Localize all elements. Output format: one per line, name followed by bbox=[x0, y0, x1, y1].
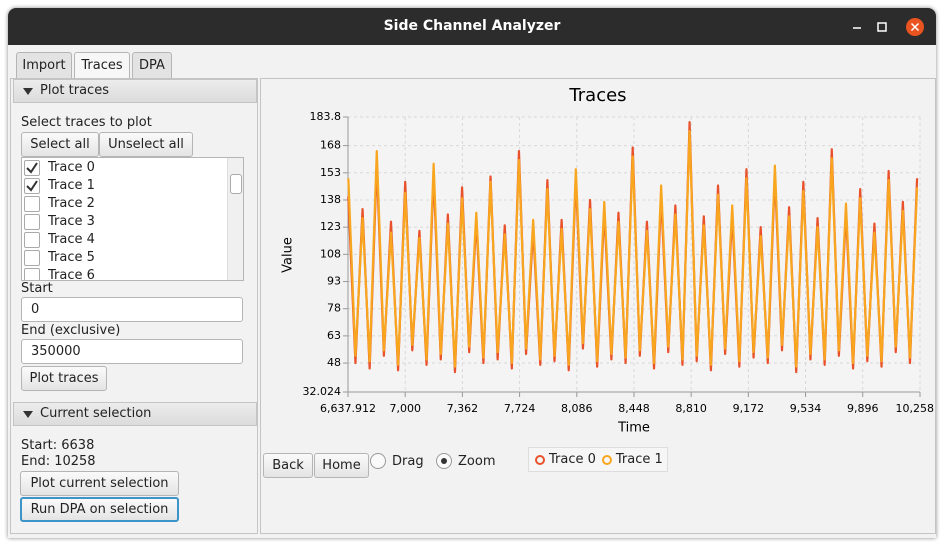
list-item[interactable]: Trace 0 bbox=[24, 159, 224, 177]
chart: Traces Time Value 32.024 48 63 78 93 108 123 13… bbox=[281, 85, 935, 436]
y-tick-label: 183.8 bbox=[310, 110, 342, 123]
y-tick-label: 138 bbox=[320, 193, 341, 206]
title-bar: Side Channel Analyzer bbox=[8, 8, 936, 45]
chart-title: Traces bbox=[568, 85, 626, 106]
legend-item: Trace 0 bbox=[535, 448, 596, 471]
scroll-thumb[interactable] bbox=[230, 174, 242, 194]
x-tick-label: 6,637.912 bbox=[320, 402, 376, 415]
radio-circle bbox=[436, 453, 452, 469]
y-tick-label: 123 bbox=[320, 220, 341, 233]
y-tick-label: 153 bbox=[320, 166, 341, 179]
y-tick-label: 78 bbox=[327, 302, 341, 315]
checkbox[interactable] bbox=[24, 178, 40, 194]
list-item[interactable]: Trace 2 bbox=[24, 195, 224, 213]
button[interactable]: Home bbox=[314, 453, 369, 478]
tab[interactable]: Traces bbox=[74, 52, 130, 78]
list-item[interactable]: Trace 4 bbox=[24, 231, 224, 249]
legend-label: Trace 0 bbox=[549, 452, 596, 467]
label: End: 10258 bbox=[21, 454, 96, 469]
list-item[interactable]: Trace 5 bbox=[24, 249, 224, 267]
y-tick-label: 63 bbox=[327, 329, 341, 342]
y-tick-label: 108 bbox=[320, 247, 341, 260]
radio-circle bbox=[370, 453, 386, 469]
radio-label: Zoom bbox=[458, 454, 496, 469]
list-item[interactable]: Trace 3 bbox=[24, 213, 224, 231]
x-axis-label: Time bbox=[617, 421, 650, 436]
list-item-label: Trace 1 bbox=[48, 178, 95, 193]
checkbox[interactable] bbox=[24, 250, 40, 266]
legend-marker bbox=[535, 454, 545, 465]
button[interactable]: Run DPA on selection bbox=[20, 497, 179, 522]
button[interactable]: Plot traces bbox=[21, 366, 107, 391]
legend-marker bbox=[601, 454, 612, 465]
x-tick-label: 9,896 bbox=[847, 402, 879, 415]
x-tick-label: 7,724 bbox=[504, 402, 536, 415]
y-axis-label: Value bbox=[281, 237, 296, 273]
button[interactable]: Plot current selection bbox=[20, 471, 179, 496]
x-tick-label: 7,362 bbox=[447, 402, 479, 415]
x-tick-label: 9,534 bbox=[790, 402, 822, 415]
y-tick-label: 93 bbox=[327, 275, 341, 288]
list-item-label: Trace 4 bbox=[48, 232, 95, 247]
legend-label: Trace 1 bbox=[615, 452, 663, 467]
tab[interactable]: Import bbox=[16, 52, 72, 78]
list-item[interactable]: Trace 1 bbox=[24, 177, 224, 195]
window: Side Channel Analyzer Import Traces DPA … bbox=[8, 8, 936, 538]
window-title: Side Channel Analyzer bbox=[383, 18, 561, 34]
scrollbar[interactable] bbox=[227, 158, 243, 280]
text-field[interactable]: 0 bbox=[21, 297, 243, 322]
y-tick-label: 32.024 bbox=[303, 385, 342, 398]
x-tick-label: 9,172 bbox=[733, 402, 765, 415]
label: End (exclusive) bbox=[21, 323, 121, 338]
x-tick-label: 8,810 bbox=[675, 402, 707, 415]
x-tick-label: 8,086 bbox=[561, 402, 593, 415]
radio-label: Drag bbox=[392, 454, 424, 469]
list-item-label: Trace 2 bbox=[48, 196, 95, 211]
button[interactable]: Back bbox=[263, 453, 313, 478]
check-mark bbox=[26, 180, 38, 192]
checkbox[interactable] bbox=[24, 268, 40, 280]
label: Start bbox=[21, 281, 53, 296]
checkbox[interactable] bbox=[24, 160, 40, 176]
window-controls[interactable] bbox=[850, 18, 930, 36]
legend: Trace 0 Trace 1 bbox=[528, 447, 668, 472]
tab[interactable]: DPA bbox=[132, 52, 172, 78]
y-tick-label: 48 bbox=[327, 356, 341, 369]
checkbox[interactable] bbox=[24, 196, 40, 212]
button[interactable]: Unselect all bbox=[99, 132, 193, 157]
list-item[interactable]: Trace 6 bbox=[24, 267, 224, 281]
trace-line bbox=[347, 130, 919, 368]
list-item-label: Trace 6 bbox=[48, 268, 95, 281]
checkbox[interactable] bbox=[24, 214, 40, 230]
list-item-label: Trace 5 bbox=[48, 250, 95, 265]
label: Start: 6638 bbox=[21, 438, 95, 453]
check-mark bbox=[26, 162, 38, 174]
legend-item: Trace 1 bbox=[601, 448, 663, 471]
section-header[interactable]: Current selection bbox=[13, 402, 257, 426]
x-tick-label: 7,000 bbox=[389, 402, 421, 415]
checkbox[interactable] bbox=[24, 232, 40, 248]
x-tick-label: 10,258.5 bbox=[896, 402, 934, 415]
label: Select traces to plot bbox=[21, 115, 152, 130]
text-field[interactable]: 350000 bbox=[21, 339, 243, 364]
list-item-label: Trace 0 bbox=[48, 160, 95, 175]
button[interactable]: Select all bbox=[21, 132, 99, 157]
chart-panel bbox=[260, 78, 936, 534]
left-panel: Plot traces Select traces to plot Select… bbox=[10, 78, 258, 534]
radio-dot bbox=[441, 458, 447, 464]
list-item-label: Trace 3 bbox=[48, 214, 95, 229]
trace-list: Trace 0 Trace 1 Trace 2 Trace 3 Trace 4 Trace… bbox=[21, 157, 244, 281]
section-header[interactable]: Plot traces bbox=[13, 79, 257, 103]
x-tick-label: 8,448 bbox=[618, 402, 650, 415]
y-tick-label: 168 bbox=[320, 139, 341, 152]
